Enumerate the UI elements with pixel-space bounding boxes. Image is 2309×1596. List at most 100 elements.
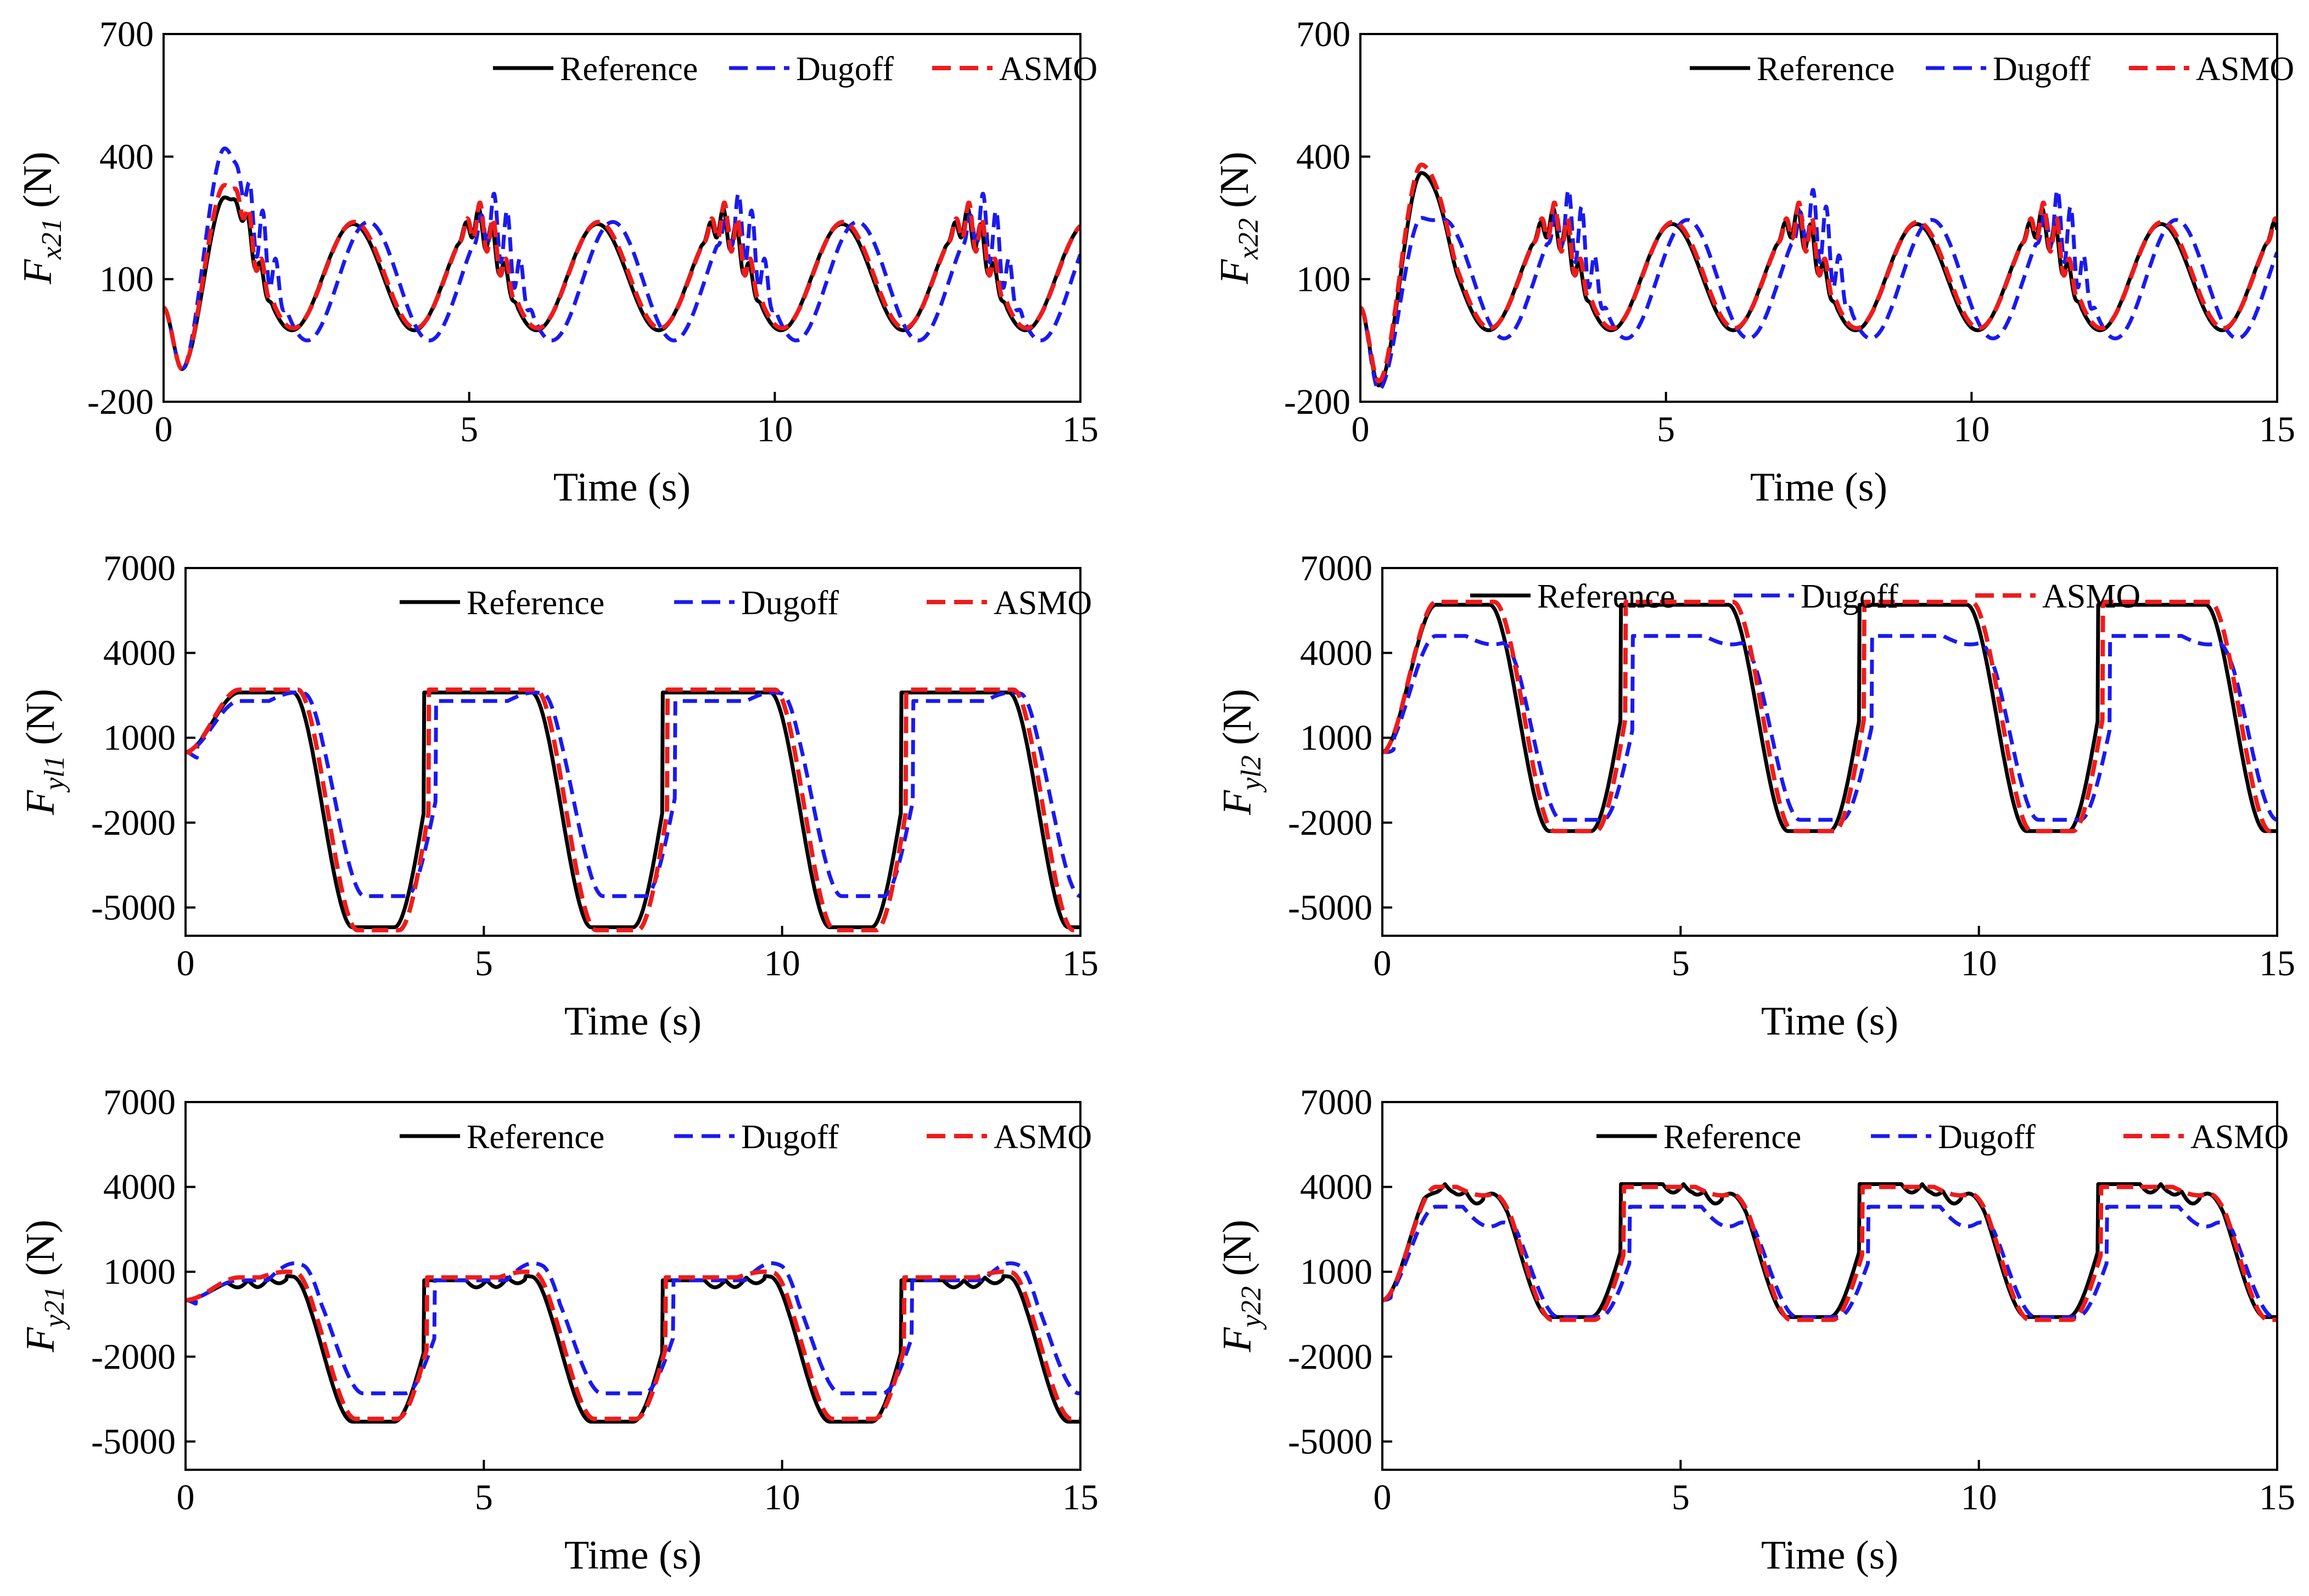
legend-label-asmo: ASMO — [994, 585, 1092, 622]
y-tick-label: 4000 — [103, 633, 176, 673]
x-tick-label: 15 — [2259, 1477, 2295, 1518]
legend: Reference Dugoff ASMO — [1596, 1119, 2289, 1156]
x-tick-label: 15 — [1062, 943, 1099, 984]
x-tick-label: 5 — [475, 1477, 493, 1518]
chart-fy21: 0 5 10 15 -5000 -2000 1000 4000 7000 Time (s) Fy21… — [18, 1082, 1099, 1578]
x-tick-label: 5 — [1657, 409, 1675, 449]
y-label-unit: (N) — [1215, 1220, 1260, 1286]
y-tick-label: -2000 — [1288, 1337, 1372, 1377]
legend-label-dugoff: Dugoff — [1993, 50, 2091, 88]
plot-frame — [184, 567, 1081, 937]
chart-fx22: 0 5 10 15 -200 100 400 700 Time (s) Fx22 (N) Refer… — [1212, 14, 2295, 510]
x-tick-label: 10 — [1961, 943, 1997, 984]
legend: Reference Dugoff ASMO — [1470, 578, 2140, 615]
legend-label-reference: Reference — [1663, 1119, 1801, 1156]
chart-fx21: 0 5 10 15 -200 100 400 700 Time (s) Fx21 (N) Refer… — [15, 14, 1099, 510]
x-tick-label: 10 — [764, 943, 800, 984]
legend: Reference Dugoff ASMO — [493, 50, 1097, 88]
y-axis-label: Fy22 (N) — [1215, 1220, 1267, 1353]
y-tick-label: 1000 — [103, 1252, 176, 1292]
y-label-unit: (N) — [1215, 689, 1260, 755]
x-tick-label: 0 — [177, 1477, 195, 1518]
x-tick-label: 0 — [1352, 409, 1370, 449]
chart-fy22: 0 5 10 15 -5000 -2000 1000 4000 7000 Time (s) Fy22… — [1215, 1082, 2295, 1578]
legend-label-asmo: ASMO — [2190, 1119, 2289, 1156]
y-tick-label: -5000 — [91, 887, 176, 928]
legend-label-reference: Reference — [467, 1119, 604, 1156]
y-tick-label: 7000 — [103, 1082, 176, 1122]
plot-frame — [184, 1101, 1081, 1471]
y-label-subscript: yl1 — [39, 755, 70, 793]
legend-label-reference: Reference — [1537, 578, 1675, 615]
y-tick-label: 4000 — [1300, 1167, 1372, 1207]
legend: Reference Dugoff ASMO — [400, 585, 1092, 622]
y-tick-label: 1000 — [103, 718, 176, 758]
x-tick-label: 10 — [1953, 409, 1989, 449]
plot-frame — [162, 33, 1081, 403]
y-tick-label: -200 — [1284, 382, 1350, 422]
x-tick-label: 5 — [460, 409, 478, 449]
series-asmo-line — [186, 687, 1080, 932]
x-tick-label: 0 — [177, 943, 195, 984]
x-tick-label: 0 — [155, 409, 173, 449]
y-tick-label: -200 — [87, 382, 154, 422]
x-tick-label: 15 — [2259, 409, 2295, 449]
y-tick-label: 700 — [1296, 14, 1350, 54]
x-axis-label: Time (s) — [564, 999, 702, 1044]
y-tick-label: -5000 — [1288, 887, 1372, 928]
y-tick-label: 7000 — [1300, 1082, 1372, 1122]
x-tick-label: 5 — [475, 943, 493, 984]
x-tick-label: 10 — [1961, 1477, 1997, 1518]
y-tick-label: -5000 — [1288, 1421, 1372, 1462]
y-label-subscript: x21 — [36, 218, 68, 260]
y-label-symbol: F — [18, 1327, 63, 1353]
y-axis-label: Fyl2 (N) — [1215, 689, 1267, 816]
y-tick-label: 100 — [1296, 260, 1350, 300]
series-asmo-line — [1382, 1184, 2277, 1322]
y-label-subscript: x22 — [1233, 218, 1264, 260]
series-dugoff-line — [1382, 634, 2277, 822]
legend-label-asmo: ASMO — [999, 50, 1097, 88]
y-tick-label: 4000 — [1300, 633, 1372, 673]
legend: Reference Dugoff ASMO — [400, 1119, 1092, 1156]
series-dugoff-line — [1360, 188, 2277, 392]
chart-fy11: 0 5 10 15 -5000 -2000 1000 4000 7000 Time (s) Fyl1… — [18, 548, 1099, 1044]
y-label-symbol: F — [18, 790, 63, 816]
series-dugoff-line — [186, 690, 1080, 898]
plot-frame — [1381, 1101, 2278, 1471]
legend-label-dugoff: Dugoff — [741, 1119, 839, 1156]
series-asmo-line — [186, 1269, 1080, 1421]
series-reference-line — [1382, 1182, 2277, 1319]
y-label-unit: (N) — [1212, 151, 1257, 218]
y-tick-label: 400 — [99, 137, 154, 177]
legend-label-asmo: ASMO — [2196, 50, 2294, 88]
legend-label-reference: Reference — [560, 50, 698, 88]
y-tick-label: 400 — [1296, 137, 1350, 177]
y-label-symbol: F — [1215, 790, 1260, 816]
y-label-symbol: F — [15, 259, 60, 285]
series-asmo-line — [164, 183, 1080, 372]
y-tick-label: 700 — [99, 14, 154, 54]
x-tick-label: 10 — [764, 1477, 800, 1518]
series-asmo-line — [1382, 599, 2277, 834]
series-reference-line — [186, 1274, 1080, 1424]
y-axis-label: Fyl1 (N) — [18, 689, 70, 816]
y-tick-label: -2000 — [91, 803, 176, 843]
x-axis-label: Time (s) — [553, 465, 691, 510]
x-tick-label: 15 — [2259, 943, 2295, 984]
y-label-subscript: y22 — [1236, 1286, 1267, 1330]
y-tick-label: -5000 — [91, 1421, 176, 1462]
y-label-symbol: F — [1215, 1327, 1260, 1353]
y-label-symbol: F — [1212, 259, 1257, 285]
legend-label-dugoff: Dugoff — [796, 50, 894, 88]
y-label-subscript: y21 — [39, 1286, 70, 1330]
x-tick-label: 5 — [1672, 1477, 1690, 1518]
x-axis-label: Time (s) — [1750, 465, 1887, 510]
series-dugoff-line — [1382, 1205, 2277, 1319]
x-tick-label: 0 — [1374, 1477, 1392, 1518]
legend-label-reference: Reference — [467, 585, 604, 622]
y-axis-label: Fx22 (N) — [1212, 151, 1264, 285]
y-tick-label: 100 — [99, 260, 154, 300]
x-tick-label: 15 — [1062, 409, 1099, 449]
x-axis-label: Time (s) — [564, 1533, 702, 1578]
